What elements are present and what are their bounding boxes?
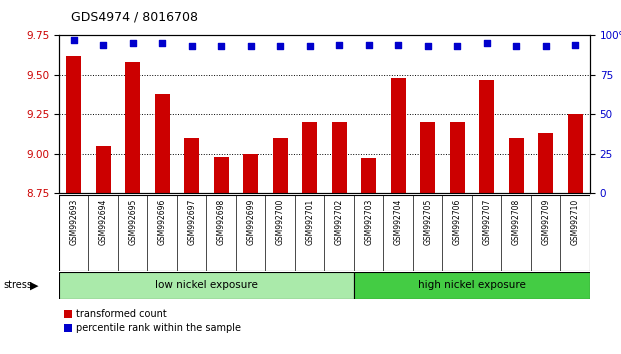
Point: [157, 40, 167, 46]
Bar: [479, 80, 494, 193]
Bar: [214, 157, 229, 193]
Bar: [332, 122, 347, 193]
Bar: [354, 272, 590, 299]
Text: low nickel exposure: low nickel exposure: [155, 280, 258, 290]
Bar: [391, 78, 406, 193]
Point: [305, 44, 315, 49]
Bar: [273, 138, 288, 193]
Bar: [96, 145, 111, 193]
Text: GSM992694: GSM992694: [99, 199, 107, 245]
Text: GSM992702: GSM992702: [335, 199, 343, 245]
Text: GSM992704: GSM992704: [394, 199, 402, 245]
Bar: [243, 154, 258, 193]
Text: GSM992703: GSM992703: [365, 199, 373, 245]
Legend: transformed count, percentile rank within the sample: transformed count, percentile rank withi…: [64, 309, 242, 333]
Bar: [302, 122, 317, 193]
Text: GSM992708: GSM992708: [512, 199, 520, 245]
Bar: [568, 114, 582, 193]
Point: [423, 44, 433, 49]
Point: [393, 42, 403, 48]
Bar: [361, 158, 376, 193]
Text: GSM992709: GSM992709: [542, 199, 550, 245]
Bar: [420, 122, 435, 193]
Text: GSM992710: GSM992710: [571, 199, 579, 245]
Text: GSM992693: GSM992693: [70, 199, 78, 245]
Point: [482, 40, 492, 46]
Text: GSM992697: GSM992697: [188, 199, 196, 245]
Point: [216, 44, 226, 49]
Point: [187, 44, 197, 49]
Text: GSM992698: GSM992698: [217, 199, 225, 245]
Text: stress: stress: [3, 280, 32, 290]
Point: [570, 42, 580, 48]
Text: GSM992706: GSM992706: [453, 199, 461, 245]
Text: GDS4974 / 8016708: GDS4974 / 8016708: [71, 11, 199, 24]
Text: GSM992707: GSM992707: [483, 199, 491, 245]
Bar: [184, 138, 199, 193]
Bar: [125, 62, 140, 193]
Bar: [59, 272, 354, 299]
Point: [452, 44, 462, 49]
Text: GSM992696: GSM992696: [158, 199, 166, 245]
Point: [275, 44, 285, 49]
Point: [69, 37, 79, 43]
Point: [246, 44, 256, 49]
Text: GSM992699: GSM992699: [247, 199, 255, 245]
Text: GSM992701: GSM992701: [306, 199, 314, 245]
Text: ▶: ▶: [30, 280, 39, 290]
Text: GSM992700: GSM992700: [276, 199, 284, 245]
Bar: [538, 133, 553, 193]
Text: GSM992705: GSM992705: [424, 199, 432, 245]
Text: high nickel exposure: high nickel exposure: [418, 280, 526, 290]
Point: [511, 44, 521, 49]
Point: [98, 42, 108, 48]
Bar: [155, 94, 170, 193]
Text: GSM992695: GSM992695: [129, 199, 137, 245]
Point: [541, 44, 551, 49]
Bar: [66, 56, 81, 193]
Point: [128, 40, 138, 46]
Point: [334, 42, 344, 48]
Point: [364, 42, 374, 48]
Bar: [450, 122, 465, 193]
Bar: [509, 138, 524, 193]
